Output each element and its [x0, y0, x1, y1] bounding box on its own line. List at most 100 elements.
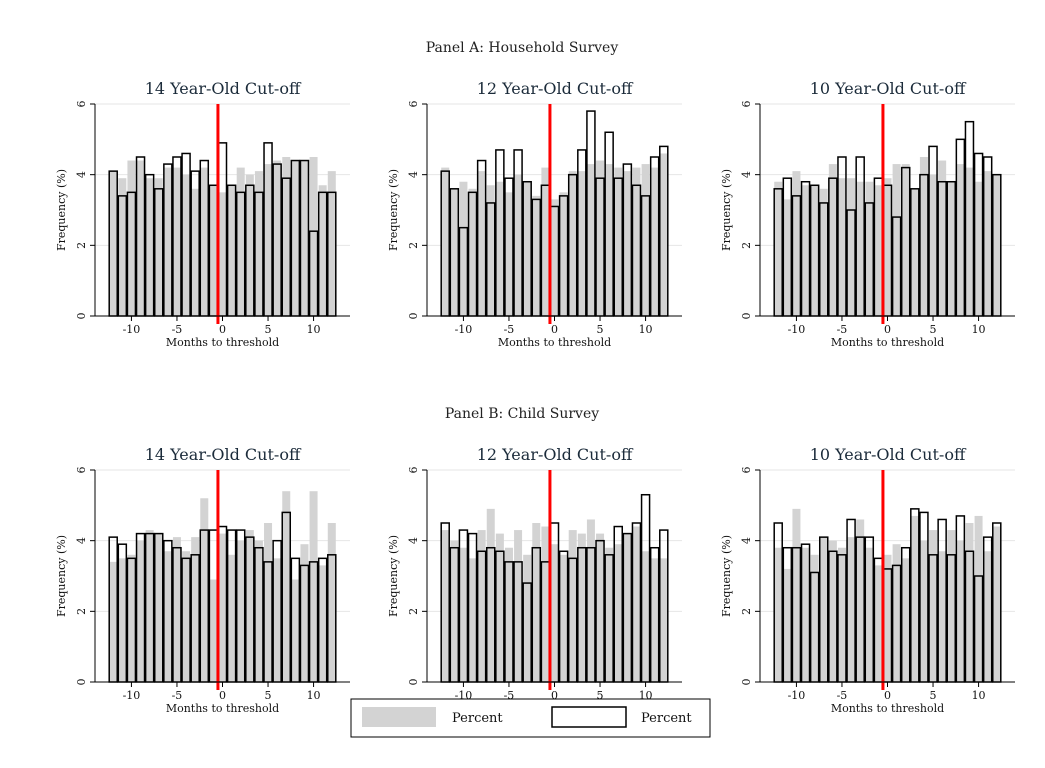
bar-filled	[586, 519, 595, 682]
y-tick-label: 0	[740, 679, 753, 686]
y-tick-label: 2	[75, 242, 88, 249]
bar-filled	[514, 530, 523, 682]
bar-filled	[127, 554, 136, 682]
bar-filled	[486, 185, 495, 316]
bar-filled	[172, 537, 181, 682]
panel-a-title: Panel A: Household Survey	[426, 40, 619, 56]
bar-filled	[245, 530, 254, 682]
y-tick-label: 0	[407, 679, 420, 686]
panel-b-title: Panel B: Child Survey	[445, 406, 599, 422]
bar-filled	[992, 174, 1001, 316]
bar-filled	[586, 164, 595, 316]
legend-label-filled: Percent	[452, 711, 503, 726]
bar-filled	[550, 544, 559, 682]
x-tick-label: 10	[972, 689, 986, 702]
bar-filled	[810, 554, 819, 682]
bar-filled	[218, 533, 227, 682]
bar-filled	[154, 533, 163, 682]
bar-filled	[532, 195, 541, 316]
bar-filled	[605, 164, 614, 316]
bar-filled	[559, 192, 568, 316]
x-tick-label: -5	[504, 323, 515, 336]
bar-filled	[847, 178, 856, 316]
bar-filled	[641, 551, 650, 682]
bar-filled	[577, 533, 586, 682]
bar-filled	[450, 540, 459, 682]
bar-filled	[468, 188, 477, 316]
bar-filled	[801, 547, 810, 682]
bar-filled	[523, 554, 532, 682]
bar-filled	[783, 199, 792, 316]
bar-filled	[264, 164, 273, 316]
y-axis-label: Frequency (%)	[720, 169, 733, 251]
x-tick-label: 10	[307, 323, 321, 336]
bar-filled	[819, 188, 828, 316]
x-tick-label: 0	[219, 689, 226, 702]
bar-filled	[254, 171, 263, 316]
bar-filled	[514, 174, 523, 316]
y-axis-label: Frequency (%)	[55, 535, 68, 617]
chart-1: 14 Year-Old Cut-off 0 2 4 6 -10 -5 0 5 10 Months t…	[55, 79, 350, 349]
bar-filled	[559, 554, 568, 682]
bar-filled	[983, 551, 992, 682]
bar-filled	[956, 540, 965, 682]
chart-title: 14 Year-Old Cut-off	[145, 79, 302, 98]
bar-filled	[172, 167, 181, 316]
bar-filled	[596, 160, 605, 316]
bar-filled	[659, 153, 668, 316]
bar-filled	[792, 171, 801, 316]
bar-filled	[828, 540, 837, 682]
bar-filled	[641, 164, 650, 316]
y-tick-label: 6	[75, 467, 88, 474]
bar-filled	[874, 185, 883, 316]
bar-filled	[163, 167, 172, 316]
bar-filled	[327, 523, 336, 682]
y-axis-label: Frequency (%)	[55, 169, 68, 251]
bar-filled	[254, 540, 263, 682]
bar-filled	[892, 164, 901, 316]
bar-filled	[504, 192, 513, 316]
chart-title: 14 Year-Old Cut-off	[145, 445, 302, 464]
x-axis-label: Months to threshold	[498, 336, 611, 349]
y-tick-label: 6	[407, 467, 420, 474]
bar-filled	[910, 515, 919, 682]
bar-filled	[532, 523, 541, 682]
bar-filled	[318, 185, 327, 316]
bar-filled	[182, 174, 191, 316]
chart-6: 10 Year-Old Cut-off 0 2 4 6 -10 -5 0 5 10 Months t…	[720, 445, 1015, 715]
x-tick-label: 0	[551, 323, 558, 336]
x-tick-label: 10	[972, 323, 986, 336]
bar-filled	[300, 160, 309, 316]
chart-title: 10 Year-Old Cut-off	[810, 445, 967, 464]
bar-filled	[650, 167, 659, 316]
x-tick-label: -10	[788, 323, 806, 336]
x-tick-label: 10	[307, 689, 321, 702]
bar-filled	[227, 185, 236, 316]
bar-filled	[810, 185, 819, 316]
chart-title: 12 Year-Old Cut-off	[477, 79, 634, 98]
bar-filled	[309, 491, 318, 682]
bar-filled	[264, 523, 273, 682]
bar-filled	[486, 508, 495, 682]
y-tick-label: 4	[740, 537, 753, 544]
x-tick-label: -5	[172, 689, 183, 702]
bar-filled	[938, 551, 947, 682]
bar-filled	[947, 181, 956, 316]
y-tick-label: 0	[75, 313, 88, 320]
bar-filled	[632, 526, 641, 682]
bar-filled	[919, 157, 928, 316]
bar-filled	[856, 519, 865, 682]
bar-filled	[477, 530, 486, 682]
bar-filled	[145, 530, 154, 682]
bar-filled	[847, 537, 856, 682]
bar-filled	[929, 530, 938, 682]
x-axis-label: Months to threshold	[166, 336, 279, 349]
bar-filled	[236, 167, 245, 316]
x-tick-label: 5	[597, 323, 604, 336]
y-tick-label: 2	[407, 608, 420, 615]
bar-filled	[109, 561, 118, 682]
y-tick-label: 0	[740, 313, 753, 320]
bar-filled	[938, 160, 947, 316]
bar-filled	[929, 174, 938, 316]
bar-filled	[956, 164, 965, 316]
